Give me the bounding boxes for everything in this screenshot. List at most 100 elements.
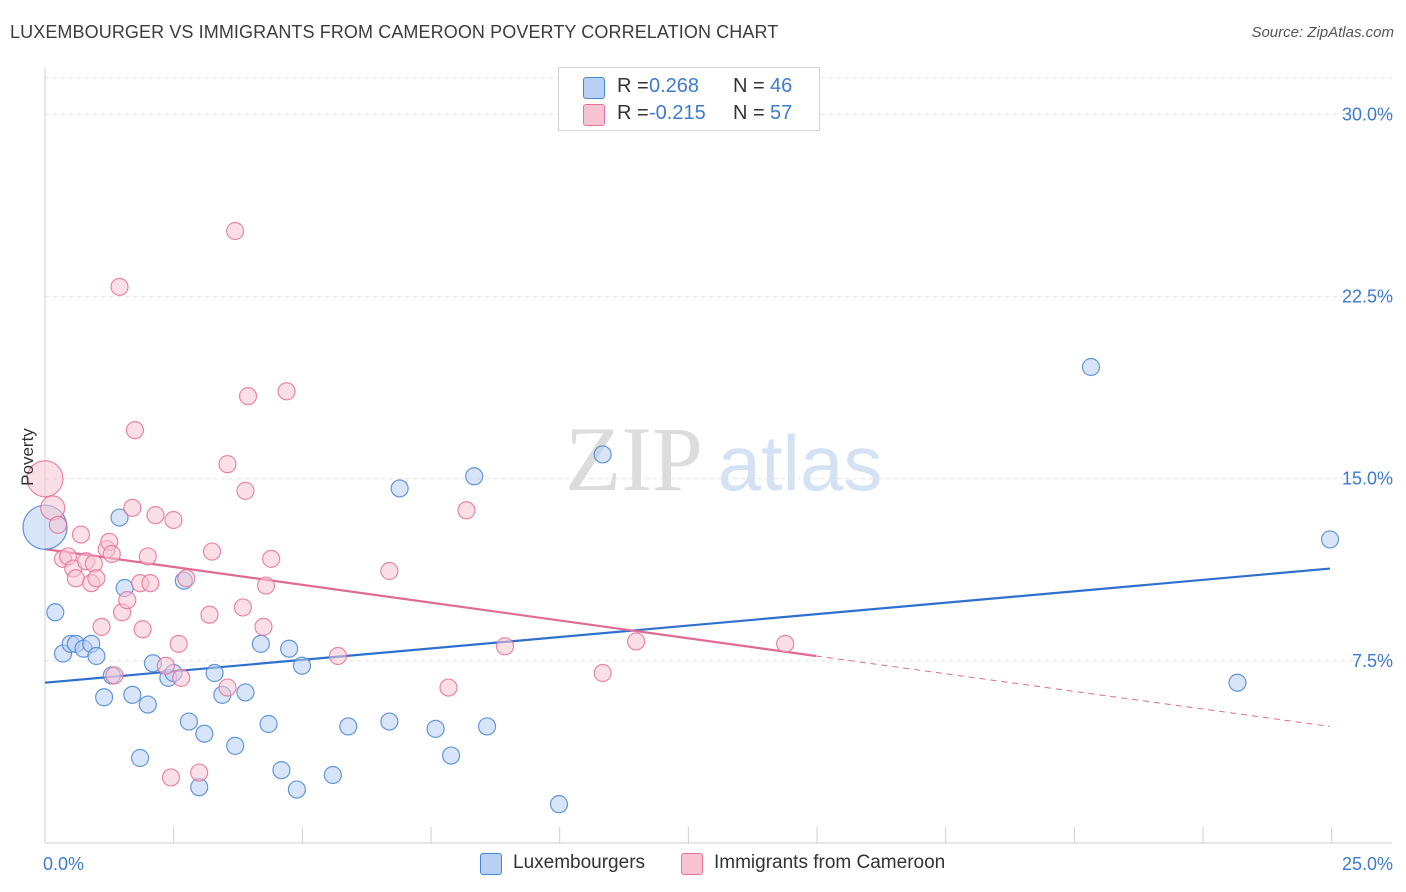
- axes: [44, 68, 1392, 844]
- y-tick-label: 30.0%: [1342, 104, 1393, 124]
- n-value: 46: [770, 75, 793, 97]
- point-cameroon: [71, 525, 91, 544]
- n-value: 57: [770, 102, 793, 124]
- data-points: [22, 221, 1340, 814]
- point-cameroon: [233, 598, 252, 617]
- point-cameroon: [254, 617, 273, 636]
- point-cameroon: [102, 544, 121, 564]
- point-luxembourger: [205, 663, 224, 683]
- r-label: R =: [617, 75, 649, 97]
- point-cameroon: [40, 495, 66, 521]
- point-cameroon: [457, 501, 476, 520]
- point-cameroon: [328, 646, 348, 666]
- point-cameroon: [439, 678, 458, 697]
- point-luxembourger: [1228, 673, 1247, 692]
- point-luxembourger: [287, 780, 306, 799]
- point-cameroon: [110, 277, 129, 296]
- point-luxembourger: [226, 736, 245, 755]
- point-cameroon: [495, 637, 515, 656]
- point-luxembourger: [1320, 530, 1340, 549]
- point-cameroon: [172, 668, 191, 687]
- point-cameroon: [380, 561, 399, 581]
- point-luxembourger: [280, 639, 299, 658]
- point-luxembourger: [236, 683, 255, 702]
- r-value: 0.268: [649, 75, 700, 97]
- trend-line: [44, 567, 1331, 684]
- point-cameroon: [138, 547, 157, 566]
- point-cameroon: [177, 569, 196, 588]
- y-tick-label: 7.5%: [1352, 651, 1393, 671]
- source-label: Source: ZipAtlas.com: [1251, 24, 1394, 41]
- point-luxembourger: [477, 717, 497, 736]
- point-luxembourger: [380, 712, 399, 731]
- point-cameroon: [262, 549, 281, 568]
- point-luxembourger: [292, 656, 312, 675]
- point-cameroon: [256, 576, 276, 595]
- point-cameroon: [226, 221, 245, 241]
- legend-label: Immigrants from Cameroon: [714, 852, 946, 873]
- trend-line-extension: [815, 655, 1331, 727]
- legend-label: Luxembourgers: [513, 852, 646, 873]
- y-axis-label: Poverty: [18, 428, 37, 486]
- r-value: -0.215: [649, 102, 706, 124]
- point-luxembourger: [251, 634, 270, 653]
- point-cameroon: [236, 481, 255, 500]
- point-luxembourger: [441, 746, 461, 765]
- point-luxembourger: [323, 765, 342, 785]
- point-cameroon: [125, 421, 145, 440]
- point-luxembourger: [123, 685, 142, 704]
- point-cameroon: [118, 591, 137, 610]
- point-luxembourger: [549, 795, 569, 814]
- point-luxembourger: [110, 508, 129, 527]
- point-luxembourger: [87, 646, 106, 666]
- point-luxembourger: [95, 688, 114, 707]
- point-cameroon: [26, 460, 64, 498]
- point-cameroon: [218, 678, 237, 697]
- chart-title: LUXEMBOURGER VS IMMIGRANTS FROM CAMEROON…: [10, 22, 779, 42]
- point-cameroon: [161, 768, 181, 787]
- point-luxembourger: [465, 467, 484, 486]
- trend-line: [44, 548, 817, 658]
- point-luxembourger: [130, 748, 150, 768]
- point-luxembourger: [1081, 357, 1101, 377]
- point-luxembourger: [259, 714, 278, 734]
- point-cameroon: [277, 382, 296, 401]
- point-cameroon: [146, 506, 165, 525]
- x-tick-label: 25.0%: [1342, 854, 1393, 874]
- point-luxembourger: [272, 761, 291, 780]
- blue-swatch-icon: [480, 853, 502, 875]
- y-tick-label: 22.5%: [1342, 287, 1393, 307]
- point-cameroon: [123, 498, 142, 517]
- point-cameroon: [156, 656, 175, 675]
- watermark: ZIP atlas: [565, 408, 882, 510]
- pink-swatch-icon: [681, 853, 703, 875]
- point-cameroon: [66, 569, 85, 588]
- point-cameroon: [48, 515, 67, 534]
- point-luxembourger: [390, 479, 409, 498]
- point-cameroon: [190, 763, 209, 782]
- point-cameroon: [133, 620, 152, 639]
- point-cameroon: [200, 605, 219, 624]
- axis-labels: 7.5% 15.0% 22.5% 30.0% 0.0% 25.0% Poverty: [18, 104, 1393, 874]
- point-luxembourger: [593, 445, 612, 464]
- point-luxembourger: [426, 719, 445, 738]
- r-label: R =: [617, 102, 649, 124]
- point-luxembourger: [339, 717, 358, 736]
- blue-swatch-icon: [583, 77, 605, 99]
- watermark-zip: ZIP: [565, 408, 703, 510]
- point-cameroon: [141, 574, 160, 593]
- n-label: N =: [733, 75, 765, 97]
- grid-lines: [45, 77, 1392, 662]
- point-luxembourger: [138, 695, 157, 714]
- pink-swatch-icon: [583, 104, 605, 126]
- point-cameroon: [238, 387, 258, 406]
- point-cameroon: [218, 455, 237, 474]
- n-label: N =: [733, 102, 765, 124]
- point-luxembourger: [46, 603, 65, 622]
- point-cameroon: [169, 634, 188, 653]
- correlation-legend: R = 0.268 N = 46 R = -0.215 N = 57: [558, 67, 820, 131]
- x-tick-label: 0.0%: [43, 854, 84, 874]
- trend-lines: [44, 548, 1331, 727]
- y-tick-label: 15.0%: [1342, 469, 1393, 489]
